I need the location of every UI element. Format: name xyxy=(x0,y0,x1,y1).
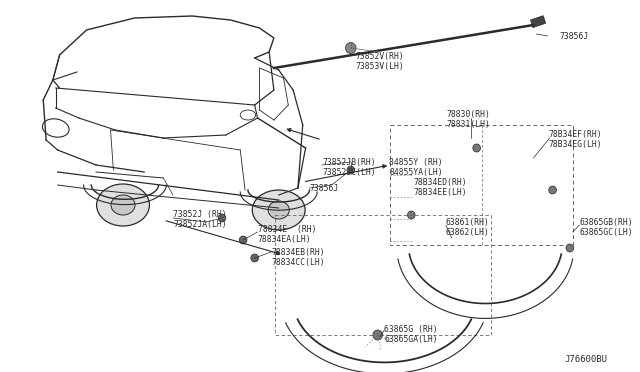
Text: 63861(RH)
63862(LH): 63861(RH) 63862(LH) xyxy=(446,218,490,237)
Text: 73852V(RH)
73853V(LH): 73852V(RH) 73853V(LH) xyxy=(355,52,404,71)
Circle shape xyxy=(373,330,383,340)
Circle shape xyxy=(251,254,259,262)
Circle shape xyxy=(218,214,226,222)
Text: 78834EB(RH)
78834CC(LH): 78834EB(RH) 78834CC(LH) xyxy=(271,248,324,267)
Text: J76600BU: J76600BU xyxy=(564,355,607,364)
Circle shape xyxy=(408,211,415,219)
Circle shape xyxy=(566,244,573,252)
Text: 63865G (RH)
63865GA(LH): 63865G (RH) 63865GA(LH) xyxy=(385,325,438,344)
Text: 73856J: 73856J xyxy=(310,183,339,192)
Text: 73856J: 73856J xyxy=(559,32,589,41)
Ellipse shape xyxy=(268,201,289,219)
Text: 78B34ED(RH)
78B34EE(LH): 78B34ED(RH) 78B34EE(LH) xyxy=(413,178,467,198)
Text: 78B34EF(RH)
78B34EG(LH): 78B34EF(RH) 78B34EG(LH) xyxy=(548,130,602,150)
Text: 63865GB(RH)
63865GC(LH): 63865GB(RH) 63865GC(LH) xyxy=(579,218,633,237)
Circle shape xyxy=(548,186,556,194)
Circle shape xyxy=(473,144,481,152)
Circle shape xyxy=(346,42,356,54)
Text: 78830(RH)
78831(LH): 78830(RH) 78831(LH) xyxy=(446,110,490,129)
Circle shape xyxy=(239,236,247,244)
Ellipse shape xyxy=(252,190,305,230)
Text: 73852JB(RH)
73852JC(LH): 73852JB(RH) 73852JC(LH) xyxy=(322,158,376,177)
Text: 73852J (RH)
73852JA(LH): 73852J (RH) 73852JA(LH) xyxy=(173,210,227,230)
Ellipse shape xyxy=(97,184,149,226)
Ellipse shape xyxy=(111,195,135,215)
Bar xyxy=(531,16,546,28)
Text: 78834E  (RH)
78834EA(LH): 78834E (RH) 78834EA(LH) xyxy=(257,225,316,244)
Text: 84855Y (RH)
84855YA(LH): 84855Y (RH) 84855YA(LH) xyxy=(389,158,443,177)
Circle shape xyxy=(347,166,355,174)
